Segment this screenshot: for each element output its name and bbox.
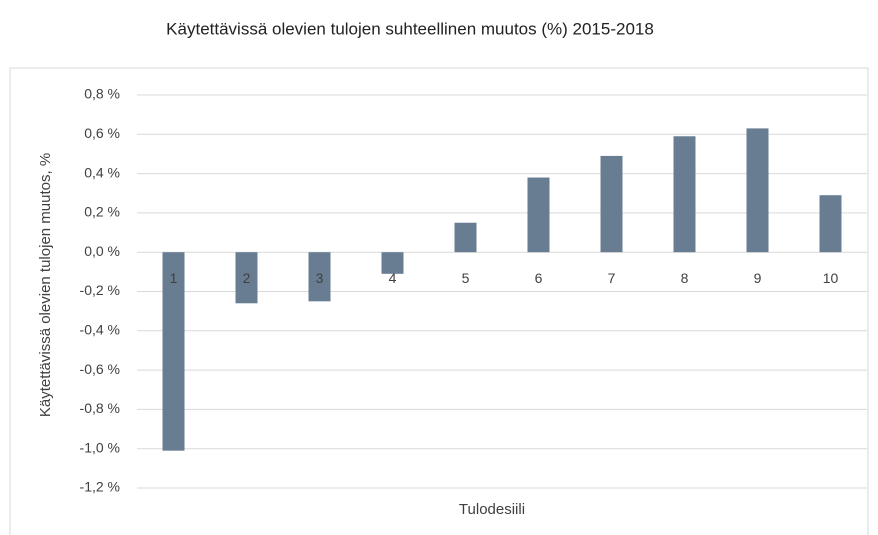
x-tick-label: 10: [823, 270, 839, 286]
bar: [308, 252, 331, 302]
bar: [600, 155, 623, 253]
y-tick-label: -1,2 %: [80, 479, 120, 495]
y-tick-label: 0,4 %: [84, 164, 120, 180]
x-tick-label: 8: [681, 270, 689, 286]
bar: [381, 252, 404, 274]
y-tick-label: -0,8 %: [80, 400, 120, 416]
x-tick-label: 9: [754, 270, 762, 286]
y-tick-label: 0,2 %: [84, 204, 120, 220]
bar: [162, 252, 185, 451]
x-tick-label: 6: [535, 270, 543, 286]
bar: [527, 177, 550, 253]
bar: [746, 128, 769, 253]
bar: [454, 222, 477, 253]
y-tick-label: 0,0 %: [84, 243, 120, 259]
y-tick-label: 0,8 %: [84, 86, 120, 102]
y-tick-label: -0,2 %: [80, 282, 120, 298]
x-tick-label: 3: [316, 270, 324, 286]
x-axis-label: Tulodesiili: [459, 501, 525, 518]
y-tick-label: -0,6 %: [80, 361, 120, 377]
y-tick-label: -1,0 %: [80, 439, 120, 455]
x-tick-label: 4: [389, 270, 397, 286]
bar: [673, 136, 696, 253]
x-tick-label: 2: [243, 270, 251, 286]
y-axis-label: Käytettävissä olevien tulojen muutos, %: [37, 153, 54, 417]
bar: [235, 252, 258, 304]
x-tick-label: 7: [608, 270, 616, 286]
chart-title: Käytettävissä olevien tulojen suhteellin…: [166, 19, 654, 38]
y-tick-label: -0,4 %: [80, 322, 120, 338]
y-tick-label: 0,6 %: [84, 125, 120, 141]
bar: [819, 195, 842, 253]
chart-frame: [9, 67, 869, 535]
x-tick-label: 5: [462, 270, 470, 286]
x-tick-label: 1: [170, 270, 178, 286]
